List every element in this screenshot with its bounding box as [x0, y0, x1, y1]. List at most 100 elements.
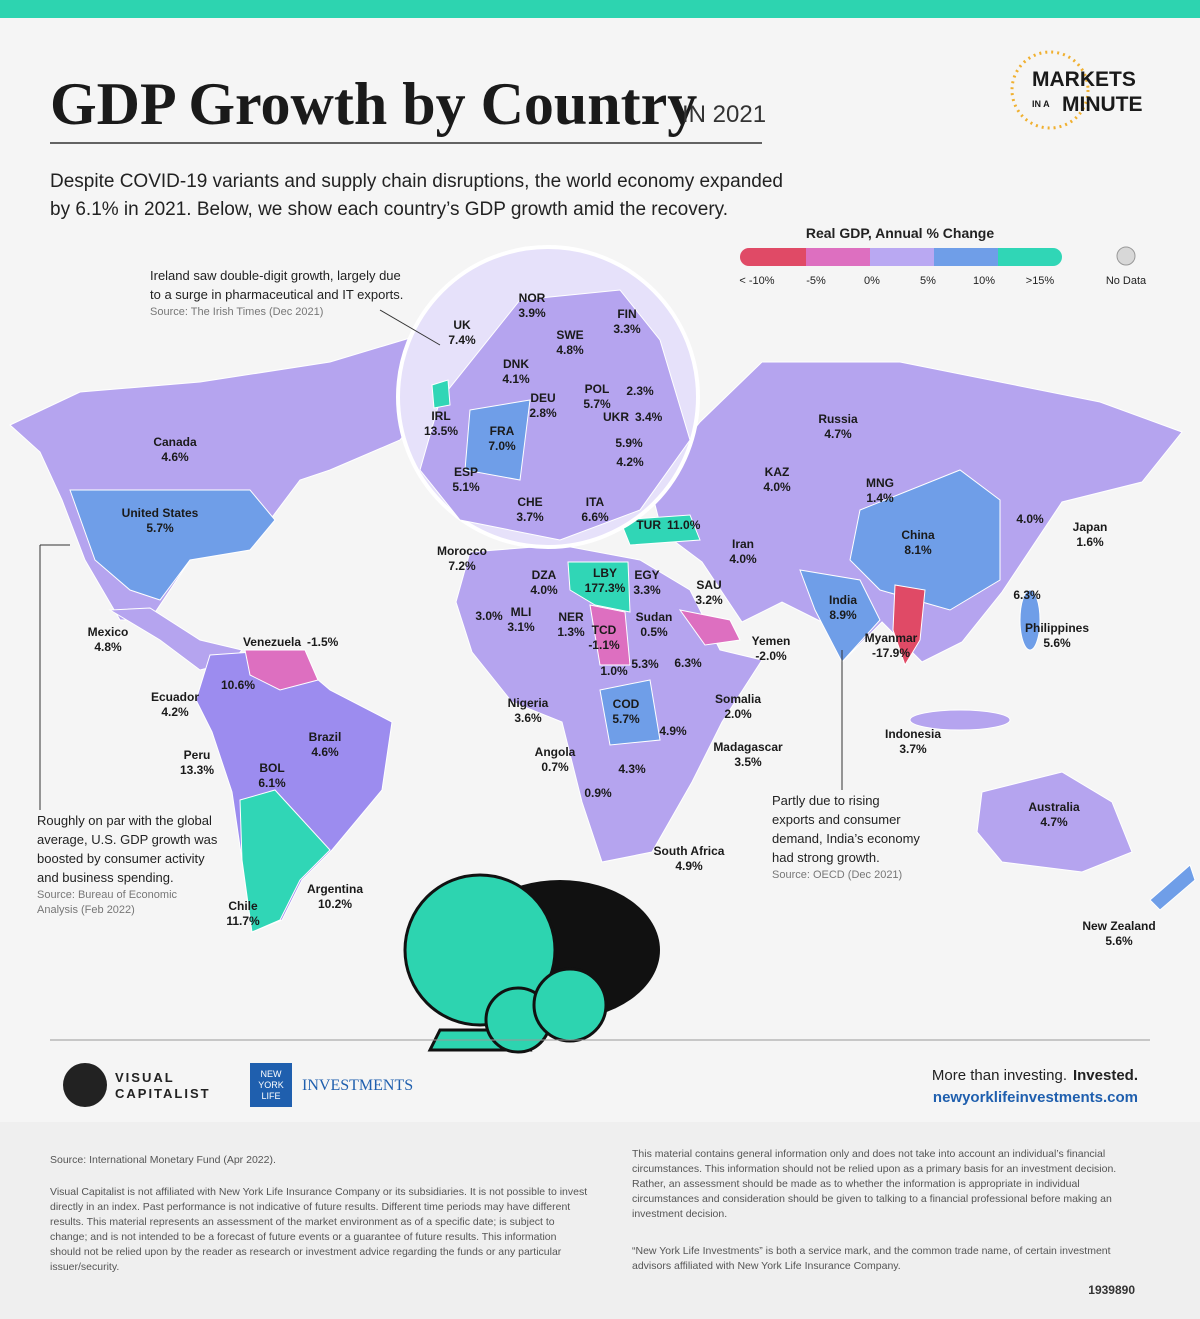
- callout-line: [379, 309, 441, 346]
- service-mark: “New York Life Investments” is both a se…: [632, 1245, 1111, 1272]
- country-value: 4.1%: [502, 372, 530, 386]
- country-value: -17.9%: [872, 646, 910, 660]
- disclaimer: Visual Capitalist is not affiliated with…: [50, 1186, 588, 1273]
- country-name: UK: [453, 318, 471, 332]
- legend-title: Real GDP, Annual % Change: [806, 225, 994, 241]
- country-value: 3.3%: [613, 322, 641, 336]
- country-value: 3.7%: [899, 742, 927, 756]
- annotation: demand, India’s economy: [772, 831, 920, 846]
- country-name: EGY: [634, 568, 659, 582]
- country-value: 8.1%: [904, 543, 932, 557]
- country-value: 3.2%: [695, 593, 723, 607]
- country-value: 4.0%: [729, 552, 757, 566]
- logo-text: MINUTE: [1062, 93, 1143, 116]
- country-value: 3.3%: [633, 583, 661, 597]
- country-name: Mexico: [88, 625, 129, 639]
- country-value: 5.6%: [1043, 636, 1071, 650]
- logo-ring: [1010, 50, 1090, 130]
- country-name: POL: [585, 382, 610, 396]
- europe-map: [431, 379, 451, 409]
- country-name: Myanmar: [865, 631, 918, 645]
- country-name: SAU: [696, 578, 721, 592]
- vc-logo: [63, 1063, 107, 1107]
- annotation: boosted by consumer activity: [37, 851, 205, 866]
- title-suffix: IN 2021: [682, 101, 766, 128]
- country-value: -2.0%: [755, 649, 787, 663]
- country-value: 4.7%: [1040, 815, 1068, 829]
- country-value: 0.9%: [584, 786, 612, 800]
- country-value: 4.8%: [94, 640, 122, 654]
- url[interactable]: newyorklifeinvestments.com: [933, 1089, 1138, 1106]
- country-name: Somalia: [715, 692, 761, 706]
- country-value: 2.0%: [724, 707, 752, 721]
- annotation: and business spending.: [37, 870, 174, 885]
- no-data-swatch: [1116, 246, 1136, 266]
- country-value: 1.6%: [1076, 535, 1104, 549]
- brand: VISUAL: [115, 1070, 175, 1085]
- annotation: Roughly on par with the global: [37, 813, 212, 828]
- footer: [0, 1122, 1200, 1319]
- country-name: BOL: [259, 761, 284, 775]
- country-name: LBY: [593, 566, 617, 580]
- annotation: to a surge in pharmaceutical and IT expo…: [150, 287, 403, 302]
- country-name: MNG: [866, 476, 894, 490]
- country-name: TCD: [592, 623, 617, 637]
- partner-unit: INVESTMENTS: [302, 1077, 413, 1094]
- country-name: NER: [558, 610, 584, 624]
- country-value: 4.0%: [530, 583, 558, 597]
- annotation: had strong growth.: [772, 850, 880, 865]
- annotation-source: Analysis (Feb 2022): [37, 904, 135, 916]
- country-name: UKR: [603, 410, 629, 424]
- country-value: 0.5%: [640, 625, 668, 639]
- country-value: 1.3%: [557, 625, 585, 639]
- country-value: 5.9%: [615, 436, 643, 450]
- infographic: GDP Growth by Country IN 2021 MARKETS IN…: [0, 0, 1200, 1107]
- country-name: Philippines: [1025, 621, 1089, 635]
- country-value: 3.4%: [635, 410, 663, 424]
- legend-bar: [740, 248, 1062, 266]
- country-name: India: [829, 593, 857, 607]
- country-value: 7.4%: [448, 333, 476, 347]
- country-value: 11.0%: [667, 518, 701, 532]
- country-value: 3.9%: [518, 306, 546, 320]
- annotation: average, U.S. GDP growth was: [37, 832, 218, 847]
- partner: NEW: [261, 1069, 283, 1079]
- brand: CAPITALIST: [115, 1086, 211, 1101]
- country-value: 3.0%: [475, 609, 503, 623]
- country-value: 4.9%: [675, 859, 703, 873]
- annotation-source: Source: OECD (Dec 2021): [772, 869, 902, 881]
- country-value: 0.7%: [541, 760, 569, 774]
- country-value: 4.9%: [659, 724, 687, 738]
- country-value: 4.2%: [161, 705, 189, 719]
- country-value: 7.0%: [488, 439, 516, 453]
- logo-text: MARKETS: [1032, 68, 1136, 91]
- country-value: 3.5%: [734, 755, 762, 769]
- country-name: Nigeria: [508, 696, 549, 710]
- intro: Despite COVID-19 variants and supply cha…: [50, 171, 783, 192]
- country-name: Russia: [818, 412, 858, 426]
- country-value: 5.3%: [631, 657, 659, 671]
- country-name: FIN: [617, 307, 636, 321]
- country-value: 1.4%: [866, 491, 894, 505]
- legend-label: -5%: [806, 275, 826, 287]
- country-value: 4.6%: [161, 450, 189, 464]
- annotation: Ireland saw double-digit growth, largely…: [150, 268, 401, 283]
- country-name: Peru: [184, 748, 211, 762]
- logo-text: IN A: [1032, 99, 1050, 109]
- country-value: 5.1%: [452, 480, 480, 494]
- country-value: -1.1%: [588, 638, 620, 652]
- country-value: 1.0%: [600, 664, 628, 678]
- disclaimer: This material contains general informati…: [632, 1148, 1117, 1220]
- country-name: Japan: [1073, 520, 1108, 534]
- country-value: 6.3%: [1013, 588, 1041, 602]
- country-name: Argentina: [307, 882, 363, 896]
- country-name: United States: [122, 506, 199, 520]
- country-value: 10.2%: [318, 897, 352, 911]
- country-name: DEU: [530, 391, 555, 405]
- world-map: [9, 334, 1196, 933]
- top-bar: [0, 0, 1200, 18]
- country-value: 5.7%: [583, 397, 611, 411]
- globe-illustration: [403, 873, 660, 1054]
- legend-label: < -10%: [739, 275, 774, 287]
